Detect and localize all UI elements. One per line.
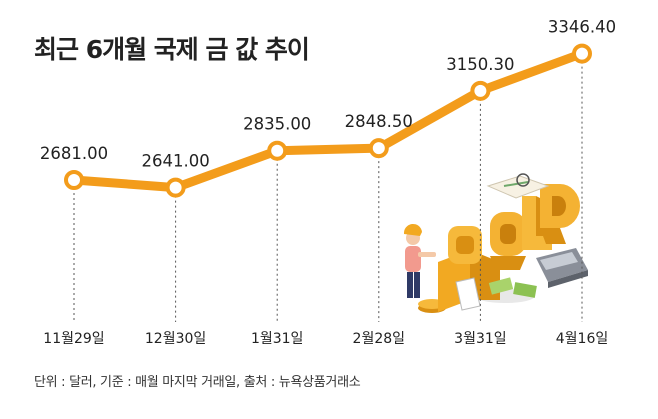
value-label: 3150.30: [446, 55, 514, 74]
data-point: [64, 170, 84, 190]
source-footnote: 단위 : 달러, 기준 : 매월 마지막 거래일, 출처 : 뉴욕상품거래소: [34, 375, 361, 390]
chart-title: 최근 6개월 국제 금 값 추이: [34, 35, 310, 64]
value-label: 2641.00: [141, 152, 209, 171]
x-tick-label: 12월30일: [145, 331, 206, 347]
person-shape: [403, 223, 436, 298]
value-label: 2835.00: [243, 115, 311, 134]
calculator-shape: [536, 248, 588, 288]
x-tick-label: 11월29일: [43, 331, 104, 347]
letter-d-shape: [540, 184, 580, 244]
x-tick-label: 2월28일: [353, 331, 405, 347]
value-label: 2681.00: [40, 144, 108, 163]
price-series-line: [69, 49, 587, 193]
x-tick-label: 3월31일: [454, 331, 506, 347]
value-label: 2848.50: [345, 112, 413, 131]
x-tick-label: 4월16일: [556, 331, 608, 347]
gold-letters-illustration: [403, 173, 588, 313]
data-point: [572, 43, 592, 64]
letter-g-shape: [448, 226, 482, 264]
data-point: [165, 177, 186, 198]
x-tick-label: 1월31일: [251, 331, 303, 347]
data-point: [470, 80, 491, 101]
value-label: 3346.40: [548, 18, 616, 37]
data-point: [267, 140, 288, 161]
data-point: [368, 138, 389, 159]
letter-o-shape: [490, 212, 526, 270]
